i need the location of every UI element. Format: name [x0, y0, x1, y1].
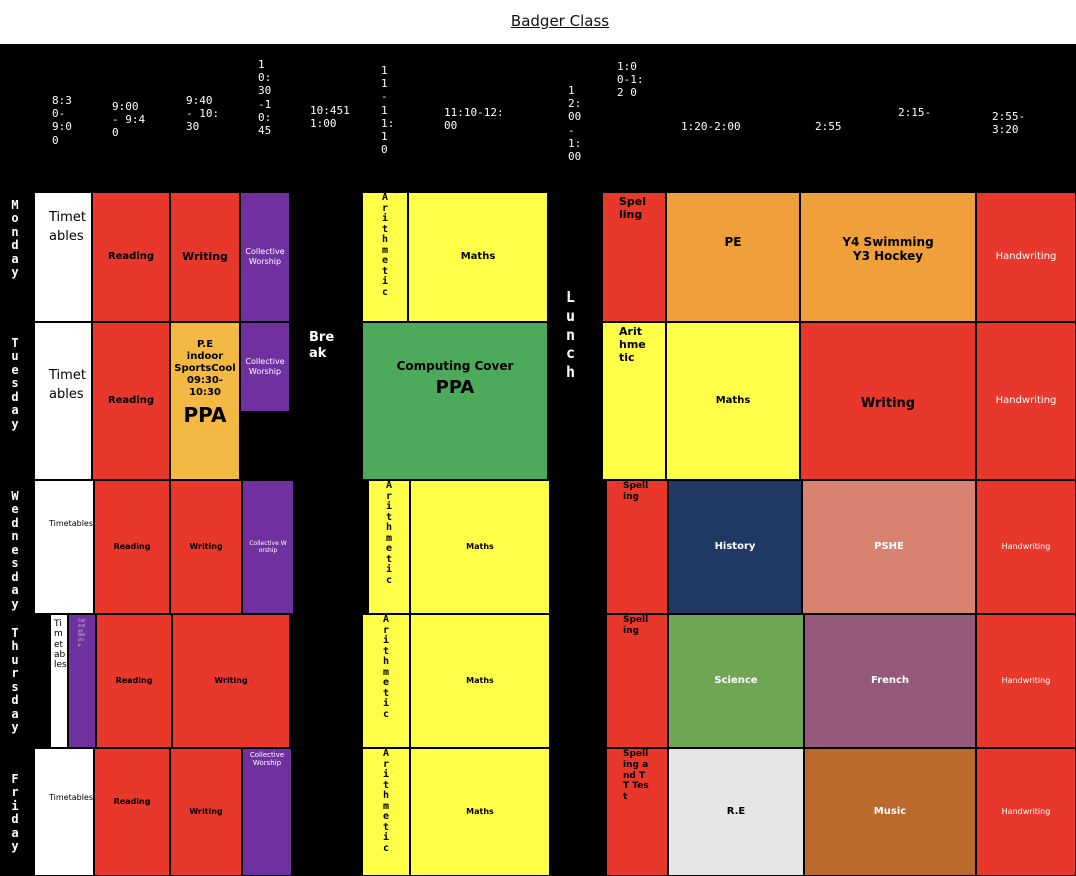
monday-timetables: Timetables [34, 192, 92, 322]
tuesday-maths: Maths [666, 322, 800, 480]
pe-line-5: 10:30 [189, 387, 221, 398]
swimming-label: Y4 Swimming [842, 235, 934, 249]
monday-handwriting: Handwriting [976, 192, 1076, 322]
day-wednesday: W e d n e s d a y [11, 489, 19, 611]
friday-music: Music [804, 748, 976, 876]
time-0215: 2:15- [898, 106, 932, 119]
tuesday-worship: Collective Worship [240, 322, 290, 412]
thursday-reading: Reading [96, 614, 172, 748]
friday-reading: Reading [94, 748, 170, 876]
wednesday-handwriting: Handwriting [976, 480, 1076, 614]
thursday-timetables: Timetables [50, 614, 68, 748]
time-1030: 10:30-10:45 [258, 58, 272, 137]
hockey-label: Y3 Hockey [852, 249, 924, 264]
pe-line-2: indoor [186, 351, 224, 362]
monday-maths: Maths [408, 192, 548, 322]
time-0940: 9:40 - 10:30 [186, 94, 220, 134]
thursday-spelling: Spelling [606, 614, 668, 748]
monday-pe: PE [666, 192, 800, 322]
day-thursday: T h u r s d a y [11, 626, 19, 735]
thursday-handwriting: Handwriting [976, 614, 1076, 748]
wednesday-spelling: Spelling [606, 480, 668, 614]
time-0100: 1:0 0-1:2 0 [617, 60, 644, 100]
friday-timetables: Timetables [34, 748, 94, 876]
wednesday-timetables: Timetables [34, 480, 94, 614]
tuesday-pe-indoor: P.E indoor SportsCool 09:30- 10:30 PPA [170, 322, 240, 480]
tuesday-arithmetic: Arithmetic [602, 322, 666, 480]
friday-maths: Maths [410, 748, 550, 876]
monday-writing: Writing [170, 192, 240, 322]
monday-reading: Reading [92, 192, 170, 322]
time-1100: 11-11:10 [381, 64, 395, 157]
thursday-french: French [804, 614, 976, 748]
page-title: Badger Class [510, 12, 610, 30]
time-0830: 8:30-9:00 [52, 94, 72, 147]
tuesday-handwriting: Handwriting [976, 322, 1076, 480]
wednesday-arithmetic: Arithmetic [368, 480, 410, 614]
friday-arithmetic: Arithmetic [362, 748, 410, 876]
thursday-maths: Maths [410, 614, 550, 748]
ppa-label: PPA [183, 403, 227, 427]
time-1110: 11:10-12:00 [444, 106, 504, 133]
monday-spelling: Spelling [602, 192, 666, 322]
wednesday-history: History [668, 480, 802, 614]
monday-arithmetic: Arithmetic [362, 192, 408, 322]
day-friday: F r i d a y [11, 772, 19, 854]
day-tuesday: T u e s d a y [11, 336, 19, 431]
friday-handwriting: Handwriting [976, 748, 1076, 876]
monday-worship: Collective Worship [240, 192, 290, 322]
friday-re: R.E [668, 748, 804, 876]
computing-ppa-label: PPA [435, 377, 475, 399]
computing-label: Computing Cover [396, 359, 514, 373]
wednesday-reading: Reading [94, 480, 170, 614]
time-0255: 2:55-3:20 [992, 110, 1026, 137]
friday-spelling: Spelling and TT Test [606, 748, 668, 876]
monday-swimming-hockey: Y4 Swimming Y3 Hockey [800, 192, 976, 322]
friday-worship: Collective Worship [242, 748, 292, 876]
tuesday-computing: Computing Cover PPA [362, 322, 548, 480]
tuesday-writing: Writing [800, 322, 976, 480]
lunch-label: L u n c h [566, 288, 576, 381]
pe-line-4: 09:30- [187, 375, 223, 386]
tuesday-timetables: Timetables [34, 322, 92, 480]
thursday-arithmetic: Arithmetic [362, 614, 410, 748]
time-1045: 10:4511:00 [310, 104, 350, 131]
pe-line-3: SportsCool [174, 363, 236, 374]
day-monday: M o n d a y [11, 198, 19, 280]
time-0120: 1:20-2:00 [681, 120, 741, 133]
wednesday-writing: Writing [170, 480, 242, 614]
tuesday-reading: Reading [92, 322, 170, 480]
break-label: Break [309, 330, 335, 361]
thursday-purple-strip: Collective Worship [68, 614, 96, 748]
wednesday-pshe: PSHE [802, 480, 976, 614]
time-1200: 12:00-1:00 [568, 84, 582, 163]
thursday-writing: Writing [172, 614, 290, 748]
wednesday-maths: Maths [410, 480, 550, 614]
friday-writing: Writing [170, 748, 242, 876]
timetable-grid: 8:30-9:00 9:00 - 9:40 9:40 - 10:30 10:30… [0, 44, 1076, 876]
pe-line-1: P.E [196, 339, 214, 350]
wednesday-worship: Collective Worship [242, 480, 294, 614]
time-0900: 9:00 - 9:40 [112, 100, 146, 140]
time-0155: 2:55 [815, 120, 842, 133]
thursday-science: Science [668, 614, 804, 748]
